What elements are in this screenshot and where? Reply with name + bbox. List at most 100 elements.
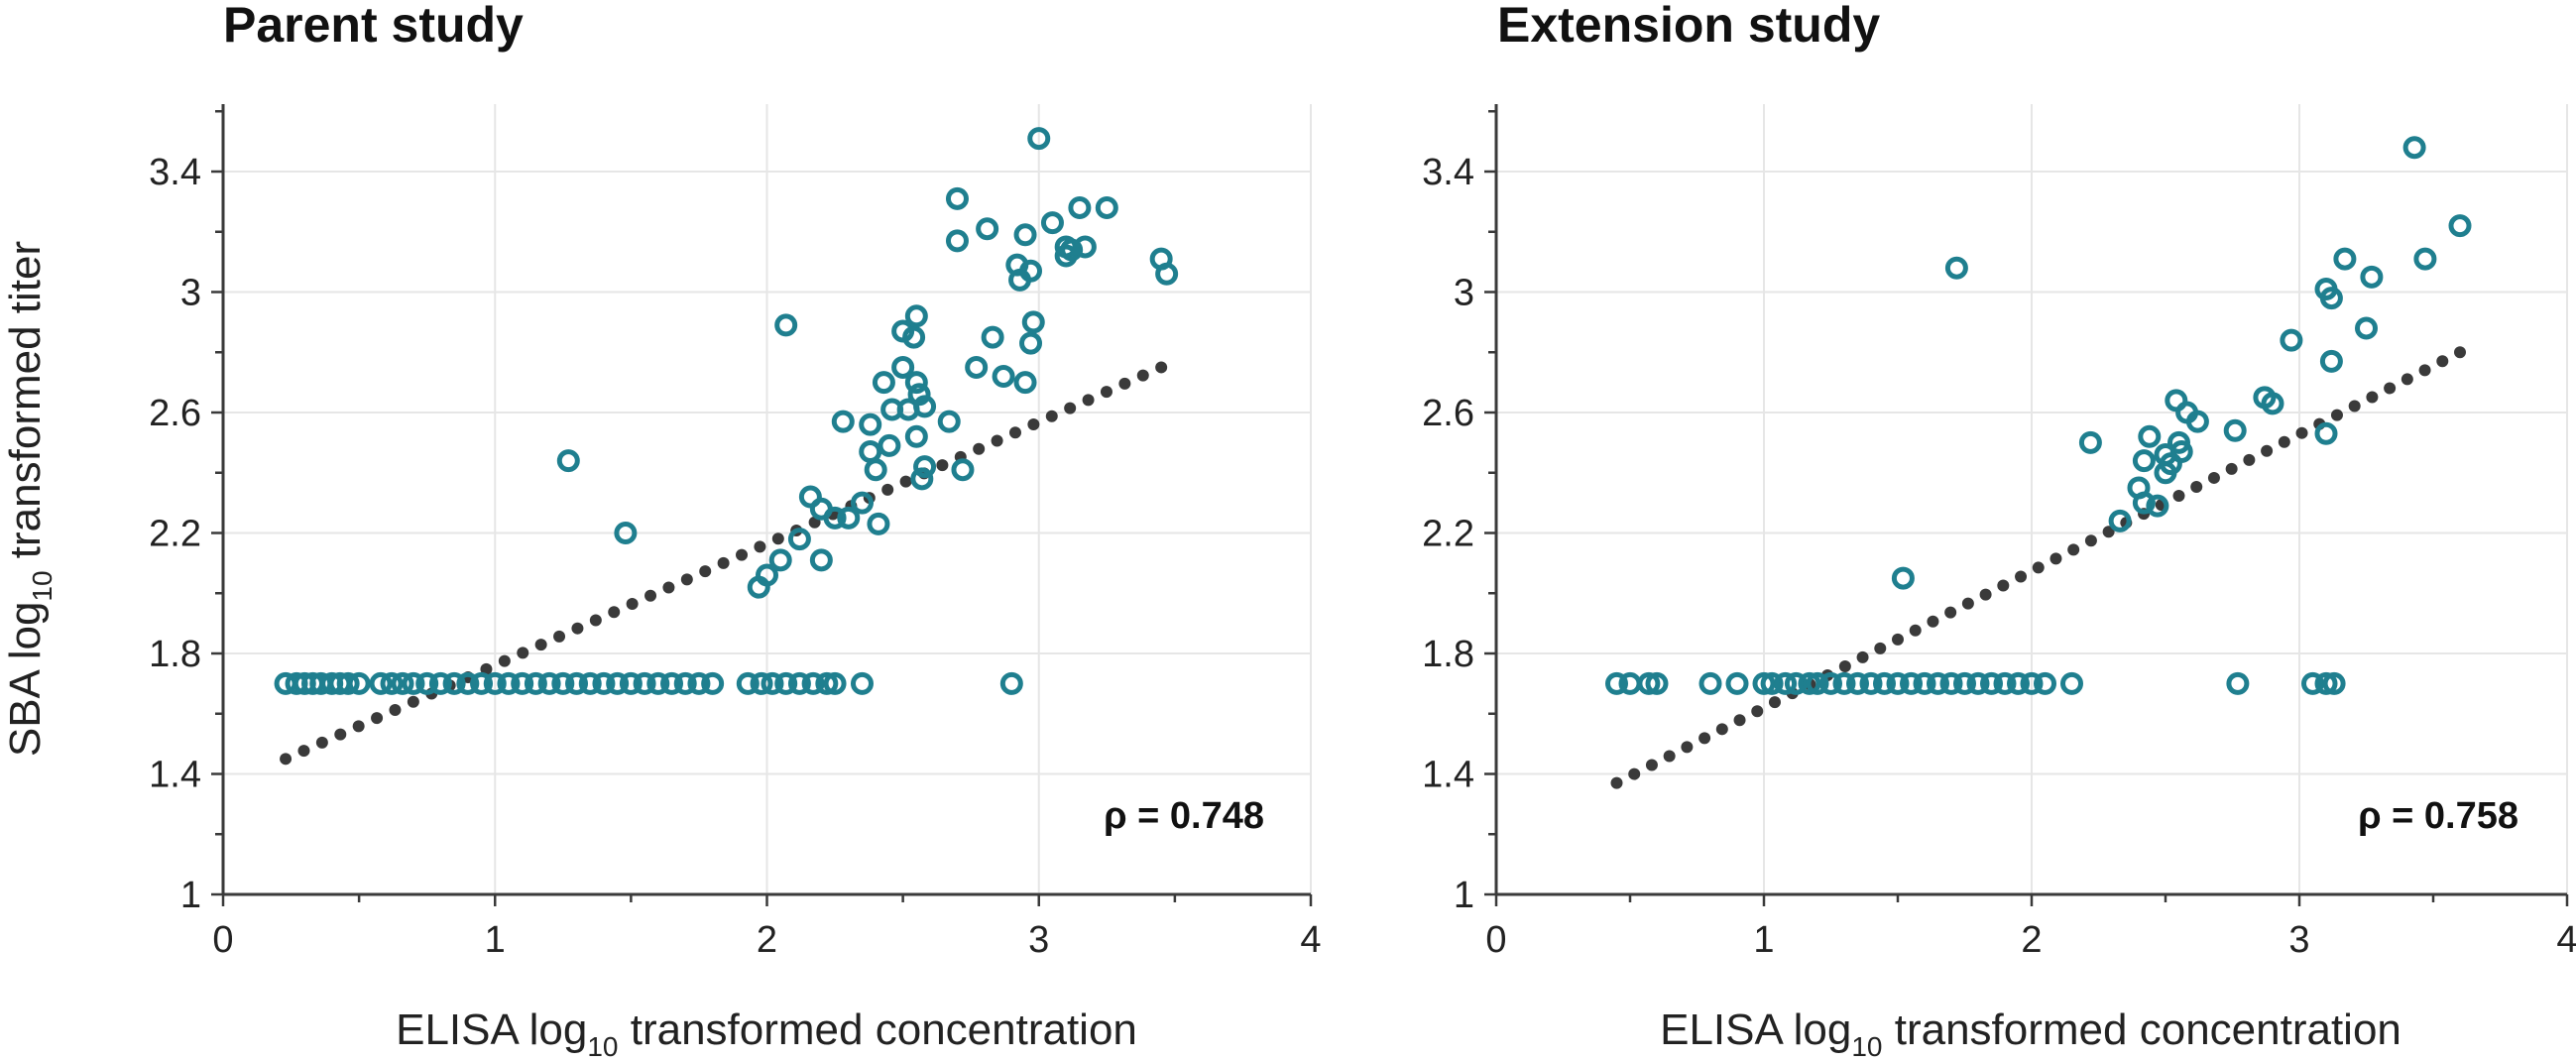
data-point bbox=[1891, 566, 1915, 590]
data-point bbox=[1806, 671, 1829, 695]
rho-annotation-extension: ρ = 0.758 bbox=[2358, 795, 2518, 837]
data-point bbox=[787, 528, 811, 551]
data-point bbox=[1900, 671, 1923, 695]
data-point bbox=[1637, 671, 1661, 695]
data-point bbox=[673, 671, 697, 695]
fit-line-dot bbox=[407, 695, 419, 708]
data-point bbox=[1013, 371, 1037, 395]
fit-line-dot bbox=[2418, 364, 2431, 377]
data-point bbox=[2146, 494, 2169, 518]
data-point bbox=[850, 671, 874, 695]
data-point bbox=[787, 671, 811, 695]
fit-line-dot bbox=[1118, 377, 1131, 390]
tick-labels-parent: 0 1 2 3 411.41.82.22.633.4 bbox=[149, 152, 1321, 961]
y-tick-label: 1 bbox=[1454, 875, 1474, 916]
data-point bbox=[1846, 671, 1869, 695]
data-point bbox=[497, 671, 521, 695]
fit-line-dot bbox=[1645, 759, 1658, 771]
data-point bbox=[981, 325, 1004, 349]
data-point bbox=[823, 671, 847, 695]
grid-parent bbox=[223, 104, 1312, 894]
data-point bbox=[965, 355, 989, 379]
fit-line-dot bbox=[2190, 480, 2203, 493]
x-tick-label: 3 bbox=[2288, 919, 2309, 961]
data-point bbox=[850, 491, 874, 515]
data-point bbox=[1774, 671, 1798, 695]
fit-line-dot bbox=[717, 556, 730, 569]
data-point bbox=[907, 383, 931, 407]
fit-line-dot bbox=[680, 573, 693, 586]
data-point bbox=[768, 548, 792, 572]
fit-line-dot bbox=[280, 753, 293, 766]
points-extension bbox=[1605, 136, 2472, 695]
fit-line-dot bbox=[1681, 741, 1694, 754]
fit-line-dot bbox=[371, 712, 384, 725]
data-point bbox=[1993, 671, 2017, 695]
data-point bbox=[1944, 256, 1968, 280]
fit-line-dot bbox=[899, 475, 912, 488]
fit-line-dot bbox=[2102, 526, 2115, 538]
fit-line-dot bbox=[771, 532, 784, 545]
fit-line-dot bbox=[2436, 355, 2449, 368]
data-point bbox=[415, 671, 439, 695]
data-point bbox=[761, 671, 784, 695]
data-point bbox=[1027, 127, 1051, 151]
data-point bbox=[1645, 671, 1669, 695]
fit-line-dot bbox=[1751, 705, 1764, 718]
data-point bbox=[2007, 671, 2030, 695]
fit-line-dot bbox=[2172, 490, 2185, 503]
data-point bbox=[2034, 671, 2056, 695]
fit-line-dot bbox=[1045, 410, 1058, 422]
data-point bbox=[837, 506, 861, 530]
data-point bbox=[442, 671, 466, 695]
data-point bbox=[1095, 195, 1118, 219]
data-point bbox=[1873, 671, 1896, 695]
y-tick-label: 2.6 bbox=[1422, 393, 1474, 434]
y-tick-label: 1 bbox=[180, 875, 201, 916]
data-point bbox=[2319, 287, 2343, 310]
data-point bbox=[483, 671, 507, 695]
fit-line-dot bbox=[644, 589, 657, 602]
y-tick-label: 1.8 bbox=[149, 634, 201, 675]
data-point bbox=[2448, 214, 2472, 238]
data-point bbox=[701, 671, 725, 695]
grid-extension bbox=[1496, 104, 2568, 894]
fit-line-dot bbox=[498, 654, 511, 667]
x-tick-label: 4 bbox=[1300, 919, 1321, 961]
fit-line-dot bbox=[2348, 400, 2361, 413]
data-point bbox=[815, 671, 839, 695]
y-tick-label: 1.8 bbox=[1422, 634, 1474, 675]
fit-line-dot bbox=[662, 581, 675, 594]
data-point bbox=[380, 671, 404, 695]
fit-line-dot bbox=[1698, 732, 1711, 745]
data-point bbox=[1068, 195, 1092, 219]
data-point bbox=[999, 671, 1023, 695]
y-tick-label: 3 bbox=[180, 273, 201, 314]
data-point bbox=[945, 229, 969, 253]
data-point bbox=[1752, 671, 1776, 695]
fit-line-dot bbox=[991, 434, 1003, 447]
fit-line-dot bbox=[1064, 402, 1077, 414]
data-point bbox=[945, 186, 969, 210]
fit-line-dot bbox=[1733, 714, 1746, 727]
data-point bbox=[336, 671, 360, 695]
fit-line-dot bbox=[571, 622, 584, 635]
data-point bbox=[859, 413, 882, 436]
fit-line-dot bbox=[1944, 606, 1957, 619]
data-point bbox=[470, 671, 494, 695]
data-point bbox=[391, 671, 414, 695]
data-point bbox=[913, 395, 937, 418]
y-axis-label: SBA log10 transformed titer bbox=[1, 241, 58, 757]
fit-line-dot bbox=[1027, 418, 1040, 431]
data-point bbox=[1859, 671, 1883, 695]
data-point bbox=[1927, 671, 1949, 695]
fit-line-dot bbox=[626, 598, 639, 611]
data-point bbox=[904, 304, 928, 328]
data-point bbox=[774, 671, 798, 695]
fit-line-dot bbox=[1610, 776, 1623, 789]
fit-line-dot bbox=[1961, 597, 1974, 610]
data-point bbox=[614, 522, 638, 544]
data-point bbox=[1013, 223, 1037, 247]
fit-line-dot bbox=[2207, 471, 2220, 484]
fit-line-dot bbox=[2084, 534, 2097, 547]
